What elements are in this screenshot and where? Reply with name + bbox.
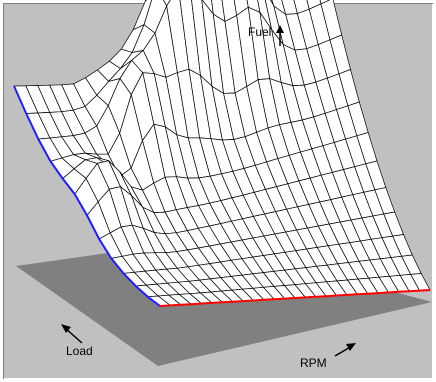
- mesh-cell: [144, 0, 147, 2]
- fuel-surface-mesh: [13, 0, 431, 307]
- rpm-axis-edge: [159, 289, 431, 307]
- load-arrow-icon: [61, 324, 83, 344]
- fuel-axis-label: Fuel: [248, 25, 271, 39]
- load-axis-label: Load: [66, 344, 93, 358]
- mesh-cell: [163, 0, 171, 7]
- load-axis-edge: [13, 85, 161, 307]
- rpm-axis-label: RPM: [300, 356, 327, 370]
- rpm-arrow-icon: [334, 343, 356, 357]
- fuel-arrow-icon: [276, 25, 284, 46]
